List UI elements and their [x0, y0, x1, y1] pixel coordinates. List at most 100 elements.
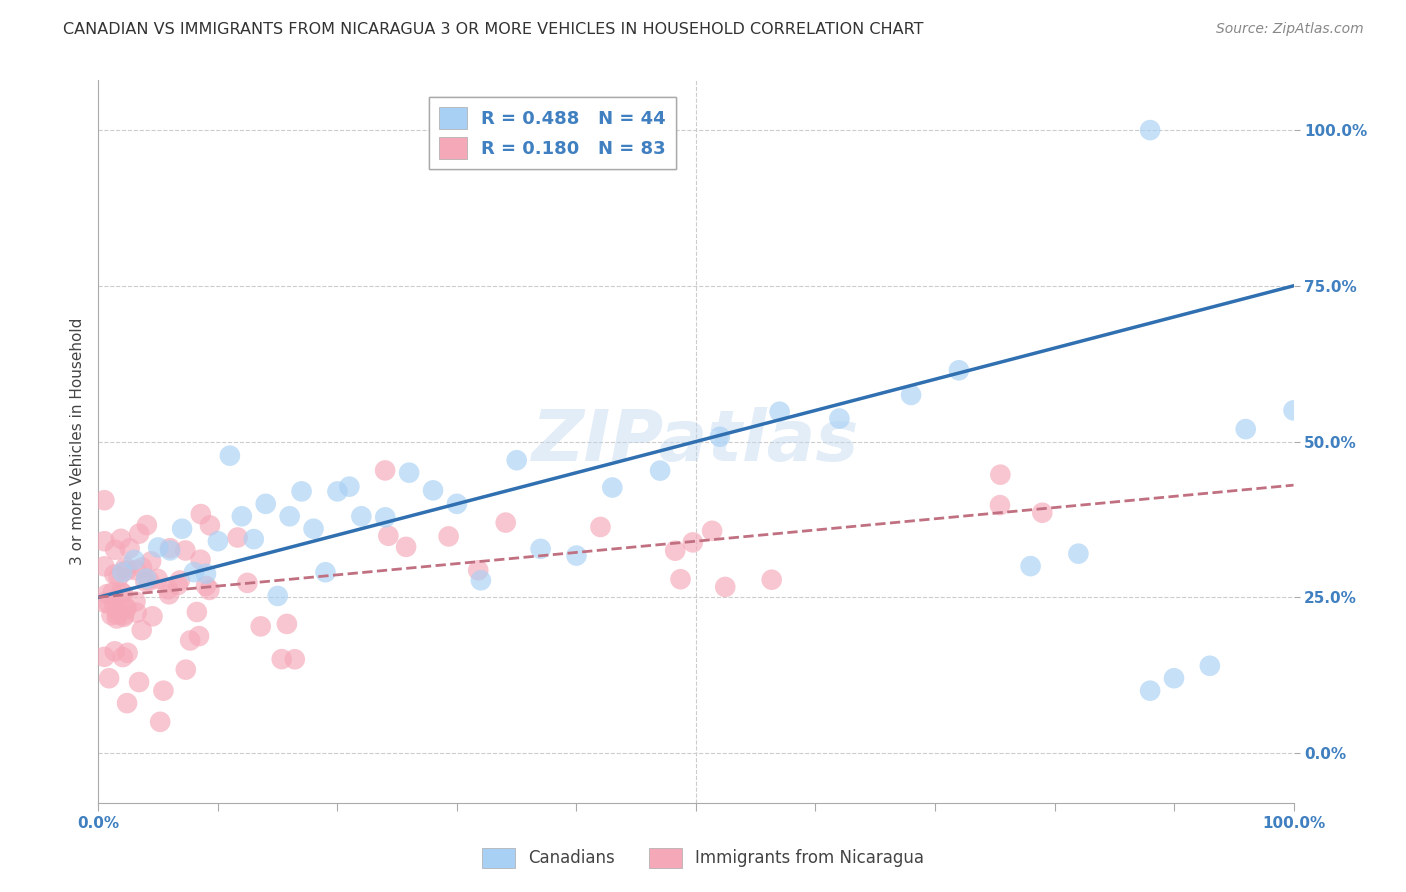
Point: [179, 633, 201, 648]
Point: [159, 541, 181, 556]
Point: [134, 574, 156, 589]
Point: [226, 531, 249, 545]
Point: [446, 497, 468, 511]
Point: [110, 532, 132, 546]
Point: [124, 563, 146, 577]
Point: [135, 518, 157, 533]
Point: [589, 520, 612, 534]
Point: [664, 543, 686, 558]
Point: [236, 575, 259, 590]
Point: [339, 480, 361, 494]
Point: [125, 606, 148, 620]
Point: [470, 574, 492, 588]
Point: [183, 565, 205, 579]
Point: [135, 572, 157, 586]
Point: [115, 564, 138, 578]
Point: [110, 585, 132, 599]
Point: [249, 619, 271, 633]
Point: [172, 522, 194, 536]
Point: [988, 467, 1011, 482]
Point: [138, 574, 160, 588]
Text: ZIPatlas: ZIPatlas: [533, 407, 859, 476]
Point: [374, 463, 396, 477]
Point: [682, 535, 704, 549]
Point: [530, 541, 553, 556]
Point: [157, 582, 180, 597]
Point: [302, 522, 325, 536]
Point: [96, 587, 118, 601]
Point: [291, 484, 314, 499]
Point: [1234, 422, 1257, 436]
Point: [278, 509, 301, 524]
Point: [565, 549, 588, 563]
Point: [131, 560, 153, 574]
Point: [115, 601, 138, 615]
Point: [128, 675, 150, 690]
Point: [124, 553, 146, 567]
Legend: Canadians, Immigrants from Nicaragua: Canadians, Immigrants from Nicaragua: [475, 841, 931, 875]
Point: [207, 534, 229, 549]
Point: [437, 529, 460, 543]
Text: CANADIAN VS IMMIGRANTS FROM NICARAGUA 3 OR MORE VEHICLES IN HOUSEHOLD CORRELATIO: CANADIAN VS IMMIGRANTS FROM NICARAGUA 3 …: [63, 22, 924, 37]
Point: [377, 529, 399, 543]
Point: [104, 644, 127, 658]
Point: [650, 464, 672, 478]
Point: [111, 566, 134, 580]
Point: [988, 498, 1011, 512]
Legend: R = 0.488   N = 44, R = 0.180   N = 83: R = 0.488 N = 44, R = 0.180 N = 83: [429, 96, 676, 169]
Point: [195, 566, 218, 581]
Point: [1282, 403, 1305, 417]
Point: [174, 663, 197, 677]
Point: [93, 493, 115, 508]
Point: [243, 532, 266, 546]
Point: [98, 671, 121, 685]
Text: Source: ZipAtlas.com: Source: ZipAtlas.com: [1216, 22, 1364, 37]
Point: [709, 430, 731, 444]
Point: [188, 629, 211, 643]
Point: [112, 610, 135, 624]
Point: [104, 542, 127, 557]
Point: [900, 388, 922, 402]
Point: [107, 570, 129, 584]
Point: [124, 594, 146, 608]
Point: [148, 541, 170, 555]
Point: [1067, 547, 1090, 561]
Point: [111, 650, 134, 665]
Point: [105, 603, 128, 617]
Point: [276, 616, 298, 631]
Point: [506, 453, 529, 467]
Point: [195, 579, 218, 593]
Point: [1163, 671, 1185, 685]
Point: [174, 543, 197, 558]
Point: [166, 578, 188, 592]
Point: [98, 597, 121, 611]
Point: [159, 543, 181, 558]
Point: [828, 411, 851, 425]
Point: [1139, 123, 1161, 137]
Point: [219, 449, 242, 463]
Point: [118, 541, 141, 556]
Point: [128, 526, 150, 541]
Point: [93, 559, 115, 574]
Point: [1019, 559, 1042, 574]
Point: [1139, 683, 1161, 698]
Point: [114, 601, 136, 615]
Point: [93, 534, 115, 549]
Point: [115, 696, 138, 710]
Y-axis label: 3 or more Vehicles in Household: 3 or more Vehicles in Household: [69, 318, 84, 566]
Point: [395, 540, 418, 554]
Point: [254, 497, 277, 511]
Point: [157, 587, 180, 601]
Point: [326, 484, 349, 499]
Point: [1199, 658, 1222, 673]
Point: [495, 516, 517, 530]
Point: [112, 608, 135, 623]
Point: [93, 595, 115, 609]
Point: [374, 510, 396, 524]
Point: [714, 580, 737, 594]
Point: [231, 509, 253, 524]
Point: [270, 652, 292, 666]
Point: [131, 623, 153, 637]
Point: [152, 683, 174, 698]
Point: [141, 609, 163, 624]
